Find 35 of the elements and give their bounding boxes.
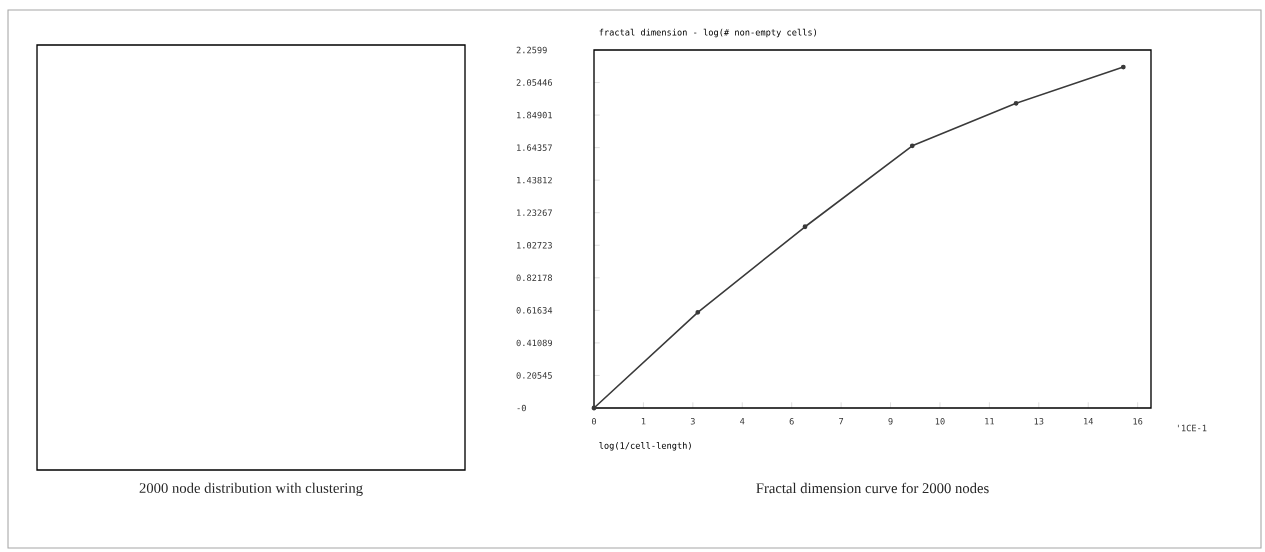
- point: [1120, 64, 1126, 70]
- point: [695, 309, 701, 315]
- y-tick-label: 0.82178: [516, 274, 553, 282]
- point: [591, 405, 597, 411]
- x-axis-title: log(1/cell-length): [599, 442, 691, 451]
- x-tick-label: 9: [888, 418, 893, 425]
- y-tick-label: 2.2599: [516, 46, 547, 54]
- x-tick-label: 3: [690, 418, 695, 425]
- y-tick-label: 1.64357: [517, 144, 552, 151]
- x-tick-label: 13: [1034, 418, 1044, 425]
- x-tick-label: 10: [935, 418, 945, 425]
- y-tick-label: 0.20545: [516, 372, 552, 379]
- y-tick-label: 1.43812: [517, 176, 552, 184]
- point: [802, 224, 808, 230]
- x-tick-label: 16: [1133, 418, 1143, 425]
- y-tick-label: 1.84901: [517, 111, 552, 119]
- x-tick-label: 11: [985, 418, 995, 425]
- y-axis-title: fractal dimension - log(# non-empty cells): [599, 28, 817, 38]
- point: [909, 143, 915, 149]
- y-tick-label: 1.23267: [517, 209, 552, 216]
- x-tick-label: 14: [1084, 418, 1094, 425]
- x-tick-label: 7: [839, 418, 844, 425]
- y-tick-label: 2.05446: [516, 79, 552, 86]
- y-tick-label: -0: [517, 404, 526, 412]
- y-tick-label: 0.61634: [516, 307, 553, 314]
- point: [1013, 100, 1019, 106]
- text: Fractal dimension curve for 2000 nodes: [756, 482, 989, 494]
- y-tick-label: 0.41089: [516, 339, 552, 347]
- x-tick-label: 1: [641, 418, 646, 425]
- text: 2000 node distribution with clustering: [139, 482, 363, 497]
- x-tick-label: 0: [591, 418, 597, 425]
- text: '1CE-1: [1177, 424, 1207, 432]
- x-tick-label: 4: [740, 418, 745, 425]
- y-tick-label: 1.02723: [517, 241, 552, 249]
- x-tick-label: 6: [789, 418, 794, 425]
